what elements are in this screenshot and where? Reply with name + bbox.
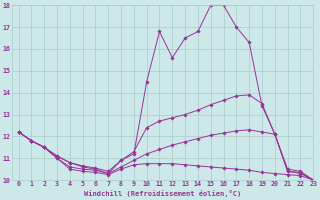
- X-axis label: Windchill (Refroidissement éolien,°C): Windchill (Refroidissement éolien,°C): [84, 190, 241, 197]
